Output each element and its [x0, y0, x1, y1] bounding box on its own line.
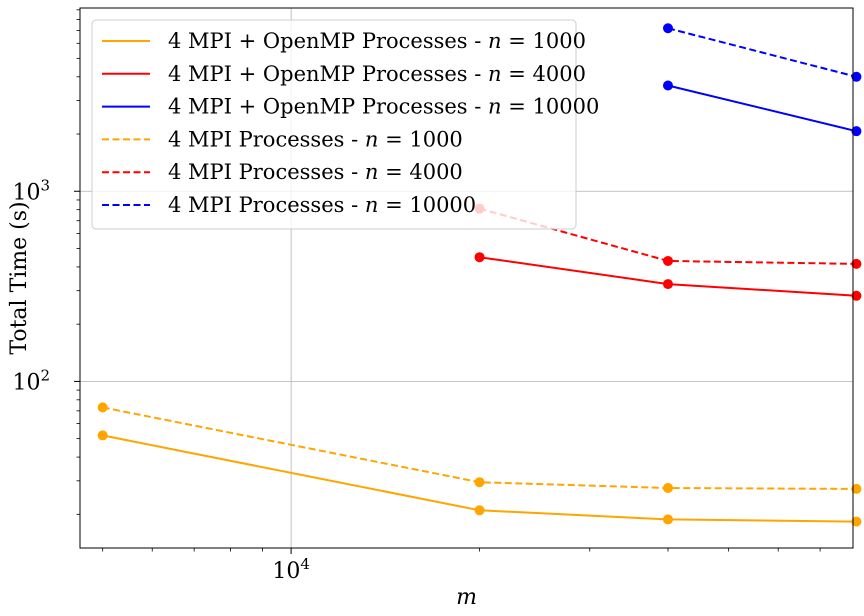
data-point [474, 252, 485, 263]
data-point [662, 483, 673, 494]
plot-frame [79, 7, 854, 549]
legend-label: 4 MPI Processes - n = 4000 [168, 160, 463, 184]
data-point [851, 516, 862, 527]
series-line [102, 434, 857, 523]
data-point [662, 23, 673, 34]
data-point [851, 483, 862, 494]
legend-label: 4 MPI + OpenMP Processes - n = 10000 [168, 95, 599, 119]
data-point [662, 255, 673, 266]
legend-box [91, 19, 577, 230]
y-axis-label: Total Time (s) [7, 201, 32, 354]
series-line [102, 406, 857, 490]
legend-item: 4 MPI + OpenMP Processes - n = 10000 [102, 95, 599, 119]
series-line [667, 84, 857, 133]
x-tick-label: 104 [272, 555, 310, 584]
series-2 [662, 80, 862, 137]
x-axis-label: m [456, 585, 477, 610]
legend-label: 4 MPI Processes - n = 1000 [168, 127, 463, 151]
legend-label: 4 MPI Processes - n = 10000 [168, 193, 476, 217]
data-point [851, 290, 862, 301]
legend-item: 4 MPI Processes - n = 1000 [102, 127, 463, 151]
y-tick-label: 102 [12, 366, 50, 395]
data-point [851, 126, 862, 137]
data-point [474, 477, 485, 488]
data-point [662, 279, 673, 290]
legend-item: 4 MPI + OpenMP Processes - n = 4000 [102, 62, 586, 86]
data-point [662, 80, 673, 91]
series-0 [97, 430, 862, 527]
legend-label: 4 MPI + OpenMP Processes - n = 4000 [168, 62, 586, 86]
legend-label: 4 MPI + OpenMP Processes - n = 1000 [168, 29, 586, 53]
legend-item: 4 MPI + OpenMP Processes - n = 1000 [102, 29, 586, 53]
data-point [97, 430, 108, 441]
data-point [97, 402, 108, 413]
y-tick-label: 103 [12, 176, 50, 205]
legend-item: 4 MPI Processes - n = 10000 [102, 193, 476, 217]
series-3 [97, 402, 862, 494]
legend-item: 4 MPI Processes - n = 4000 [102, 160, 463, 184]
legend: 4 MPI + OpenMP Processes - n = 1000 4 MPI… [91, 19, 599, 230]
series-1 [474, 252, 862, 301]
data-point [851, 258, 862, 269]
data-point [662, 514, 673, 525]
data-point [851, 71, 862, 82]
axis-ticks: 104 102 103 [12, 9, 821, 584]
data-point [474, 505, 485, 516]
series-5 [662, 23, 862, 82]
series-line [667, 27, 857, 78]
